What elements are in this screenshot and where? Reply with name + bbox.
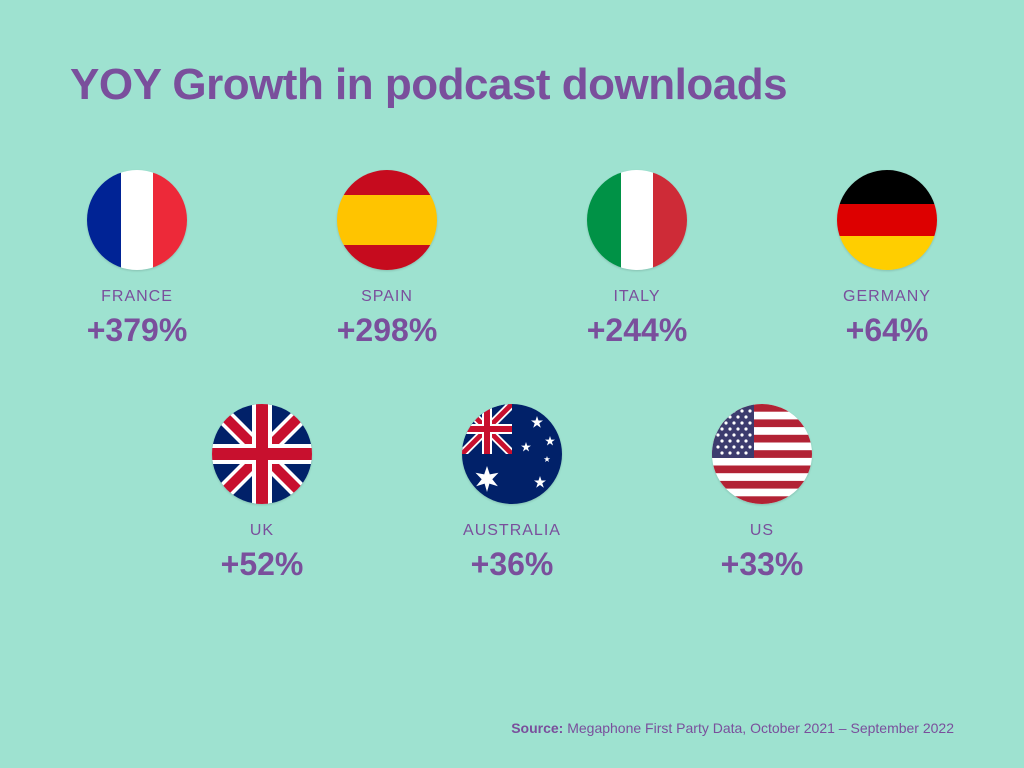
source-note: Source: Megaphone First Party Data, Octo… (511, 720, 954, 736)
title: YOY Growth in podcast downloads (70, 60, 954, 110)
growth-value: +36% (471, 546, 554, 583)
growth-value: +379% (87, 312, 188, 349)
country-label: FRANCE (101, 288, 173, 306)
country-label: SPAIN (361, 288, 413, 306)
flag-us-icon (712, 404, 812, 504)
item-spain: SPAIN +298% (317, 170, 457, 349)
flag-germany-icon (837, 170, 937, 270)
flag-uk-icon (212, 404, 312, 504)
growth-value: +298% (337, 312, 438, 349)
growth-value: +33% (721, 546, 804, 583)
flag-italy-icon (587, 170, 687, 270)
item-italy: ITALY +244% (567, 170, 707, 349)
country-label: GERMANY (843, 288, 931, 306)
country-label: UK (250, 522, 274, 540)
flag-france-icon (87, 170, 187, 270)
infographic-container: YOY Growth in podcast downloads FRANCE +… (0, 0, 1024, 768)
item-germany: GERMANY +64% (817, 170, 957, 349)
source-label: Source: (511, 720, 563, 736)
item-uk: UK +52% (192, 404, 332, 583)
row-1: UK +52% (192, 404, 832, 583)
flag-spain-icon (337, 170, 437, 270)
country-label: ITALY (613, 288, 660, 306)
row-0: FRANCE +379% SPAIN +298% (67, 170, 957, 349)
flag-australia-icon (462, 404, 562, 504)
growth-value: +64% (846, 312, 929, 349)
growth-value: +244% (587, 312, 688, 349)
source-text: Megaphone First Party Data, October 2021… (567, 720, 954, 736)
rows: FRANCE +379% SPAIN +298% (70, 170, 954, 583)
country-label: AUSTRALIA (463, 522, 561, 540)
item-us: US +33% (692, 404, 832, 583)
item-australia: AUSTRALIA +36% (442, 404, 582, 583)
country-label: US (750, 522, 774, 540)
growth-value: +52% (221, 546, 304, 583)
item-france: FRANCE +379% (67, 170, 207, 349)
